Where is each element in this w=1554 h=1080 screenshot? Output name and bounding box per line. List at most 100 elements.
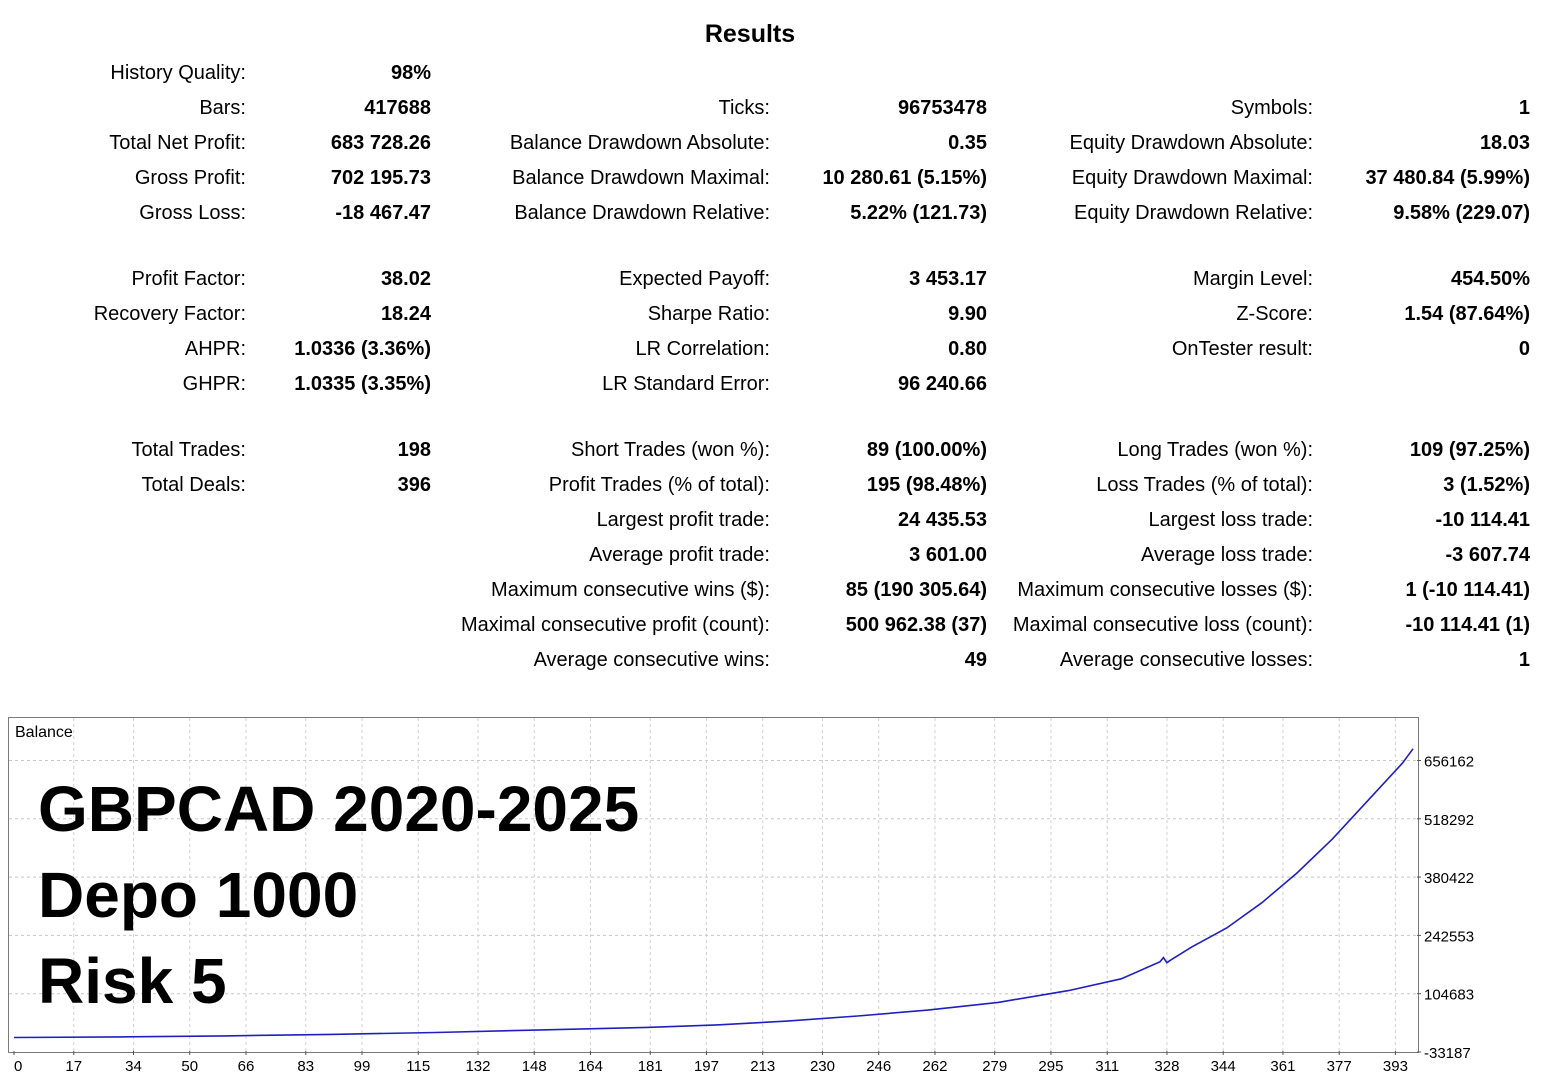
x-tick-label: 377 [1327, 1058, 1352, 1075]
stat-label: Balance Drawdown Absolute: [509, 132, 770, 154]
stat-label: Largest loss trade: [1148, 509, 1313, 531]
x-tick-label: 344 [1211, 1058, 1236, 1075]
x-tick-label: 213 [750, 1058, 775, 1075]
stat-label: Sharpe Ratio: [647, 303, 770, 325]
stat-value: 683 728.26 [330, 132, 431, 154]
stat-value: 417688 [364, 97, 431, 119]
x-tick-label: 164 [578, 1058, 603, 1075]
stat-label: Gross Profit: [134, 167, 246, 189]
stat-value: 3 453.17 [909, 268, 987, 290]
x-tick-label: 148 [522, 1058, 547, 1075]
x-tick-label: 230 [810, 1058, 835, 1075]
stat-label: Total Trades: [131, 439, 246, 461]
stat-label: Short Trades (won %): [571, 439, 770, 461]
stat-label: Expected Payoff: [619, 268, 770, 290]
x-tick-label: 197 [694, 1058, 719, 1075]
balance-chart-frame [8, 717, 1419, 1053]
y-tick-label: 380422 [1424, 870, 1474, 887]
stat-label: Symbols: [1230, 97, 1313, 119]
stat-value: 3 (1.52%) [1443, 474, 1530, 496]
stat-value: 195 (98.48%) [866, 474, 987, 496]
stat-value: 49 [964, 649, 987, 671]
y-tick-label: -33187 [1424, 1045, 1471, 1062]
x-tick-label: 17 [65, 1058, 82, 1075]
stat-value: 500 962.38 (37) [845, 614, 987, 636]
x-tick-label: 181 [638, 1058, 663, 1075]
stat-label: Average profit trade: [589, 544, 770, 566]
stat-label: Maximal consecutive loss (count): [1012, 614, 1313, 636]
stat-value: 396 [397, 474, 431, 496]
stat-value: 9.58% (229.07) [1393, 202, 1530, 224]
y-tick-label: 104683 [1424, 987, 1474, 1004]
stat-label: Balance Drawdown Maximal: [512, 167, 770, 189]
stat-value: -18 467.47 [335, 202, 431, 224]
stat-value: 1.0335 (3.35%) [294, 373, 431, 395]
x-tick-label: 311 [1095, 1058, 1119, 1075]
stat-label: Maximum consecutive wins ($): [491, 579, 770, 601]
stat-value: 96753478 [898, 97, 987, 119]
stat-value: 1.54 (87.64%) [1404, 303, 1530, 325]
stat-value: 454.50% [1451, 268, 1530, 290]
x-tick-label: 262 [922, 1058, 947, 1075]
stat-label: OnTester result: [1171, 338, 1313, 360]
balance-line [13, 748, 1414, 1039]
x-tick-label: 115 [406, 1058, 430, 1075]
stat-value: 5.22% (121.73) [850, 202, 987, 224]
stat-label: Equity Drawdown Maximal: [1071, 167, 1313, 189]
stat-label: Ticks: [718, 97, 770, 119]
stat-label: LR Standard Error: [602, 373, 770, 395]
stat-label: GHPR: [182, 373, 246, 395]
x-tick-label: 361 [1270, 1058, 1295, 1075]
y-tick-label: 656162 [1424, 754, 1474, 771]
results-title: Results [704, 20, 796, 48]
stat-label: Equity Drawdown Absolute: [1069, 132, 1313, 154]
stat-label: Equity Drawdown Relative: [1074, 202, 1313, 224]
stat-label: Largest profit trade: [596, 509, 770, 531]
stat-label: Average loss trade: [1141, 544, 1313, 566]
stat-value: 96 240.66 [898, 373, 987, 395]
x-tick-label: 66 [238, 1058, 255, 1075]
stat-value: -3 607.74 [1445, 544, 1530, 566]
stat-label: AHPR: [184, 338, 246, 360]
stat-value: 38.02 [380, 268, 431, 290]
stat-value: 9.90 [948, 303, 987, 325]
stat-label: Long Trades (won %): [1117, 439, 1313, 461]
stat-value: 89 (100.00%) [866, 439, 987, 461]
stat-value: 1 [1518, 97, 1530, 119]
stat-value: 702 195.73 [330, 167, 431, 189]
stat-value: 198 [397, 439, 431, 461]
stat-label: Margin Level: [1192, 268, 1313, 290]
chart-title: Balance [15, 724, 73, 741]
stat-label: Maximum consecutive losses ($): [1017, 579, 1313, 601]
stat-label: Z-Score: [1236, 303, 1313, 325]
stat-label: Gross Loss: [139, 202, 246, 224]
x-tick-label: 246 [866, 1058, 891, 1075]
overlay-symbol-period: GBPCAD 2020-2025 [38, 773, 640, 845]
x-tick-label: 83 [297, 1058, 314, 1075]
stat-label: Total Net Profit: [109, 132, 246, 154]
stat-label: Bars: [199, 97, 246, 119]
stat-label: Profit Factor: [131, 268, 246, 290]
stat-label: LR Correlation: [635, 338, 770, 360]
stat-label: Recovery Factor: [93, 303, 246, 325]
y-tick-label: 242553 [1424, 928, 1474, 945]
x-tick-label: 132 [465, 1058, 490, 1075]
stat-value: 109 (97.25%) [1409, 439, 1530, 461]
stat-label: History Quality: [110, 62, 246, 84]
x-tick-label: 393 [1383, 1058, 1408, 1075]
stat-value: 98% [390, 62, 431, 84]
balance-chart: 656162 518292 380422 242553 104683 -33187 0 17 3… [9, 718, 1474, 1075]
stat-label: Average consecutive losses: [1059, 649, 1313, 671]
stat-value: 0 [1518, 338, 1530, 360]
stat-value: -10 114.41 (1) [1405, 614, 1530, 636]
x-tick-label: 34 [125, 1058, 142, 1075]
stat-value: 1 [1518, 649, 1530, 671]
stat-label: Maximal consecutive profit (count): [460, 614, 770, 636]
overlay-deposit: Depo 1000 [38, 859, 359, 931]
stat-label: Loss Trades (% of total): [1096, 474, 1313, 496]
stat-label: Profit Trades (% of total): [548, 474, 770, 496]
y-tick-label: 518292 [1424, 812, 1474, 829]
stat-value: 85 (190 305.64) [845, 579, 987, 601]
stat-value: 18.24 [380, 303, 431, 325]
stat-label: Total Deals: [141, 474, 247, 496]
